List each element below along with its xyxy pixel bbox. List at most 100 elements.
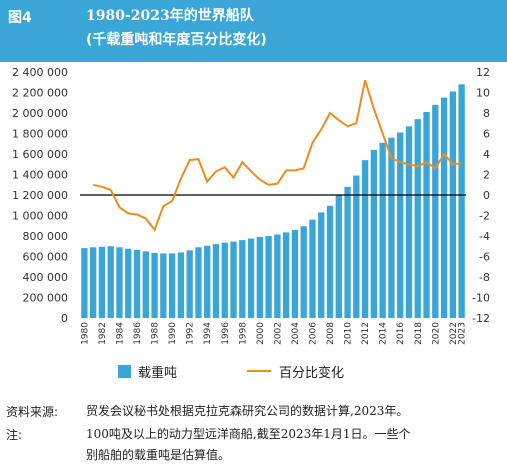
chart-subtitle: (千载重吨和年度百分比变化) [86, 32, 267, 48]
bar-2019 [423, 111, 430, 318]
bar-1988 [151, 252, 158, 318]
right-axis-ticks: -12 -10 -8 -6 -4 -2 0 2 4 6 8 10 12 [472, 66, 490, 325]
bar-2006 [309, 219, 316, 318]
x-tick-label: 1996 [221, 322, 231, 345]
x-tick-label: 2016 [396, 322, 406, 345]
bar-2015 [388, 137, 395, 318]
left-tick-label: 200 000 [23, 292, 69, 305]
right-tick-label: 6 [483, 128, 490, 141]
bar-2005 [300, 226, 307, 318]
bar-1982 [98, 246, 106, 318]
bar-1981 [90, 247, 97, 318]
right-tick-label: 8 [483, 107, 490, 120]
x-tick-label: 2000 [256, 322, 266, 345]
right-tick-label: -6 [479, 251, 490, 264]
bar-2013 [370, 149, 378, 318]
bar-1997 [230, 241, 237, 318]
bar-1984 [116, 247, 123, 318]
right-tick-label: -12 [472, 312, 490, 325]
left-tick-label: 0 [61, 312, 68, 325]
x-tick-label: 2023 [458, 322, 468, 345]
bar-2020 [432, 104, 439, 318]
bar-2009 [335, 195, 342, 318]
bar-2022 [449, 91, 456, 318]
x-tick-label: 2004 [291, 322, 301, 345]
right-tick-label: 4 [483, 148, 490, 161]
bar-2002 [274, 234, 281, 318]
bar-1983 [107, 246, 114, 318]
bar-1991 [177, 252, 185, 318]
chart-title: 1980-2023年的世界船队 [86, 8, 254, 24]
right-tick-label: 0 [483, 189, 490, 202]
left-axis-ticks: 0 200 000 400 000 600 000 800 000 1 000 000 1 … [12, 66, 68, 325]
x-tick-label: 2008 [326, 322, 336, 345]
x-tick-label: 2022 [449, 322, 459, 345]
bar-2010 [344, 186, 351, 318]
bar-1995 [212, 244, 220, 318]
x-tick-label: 2002 [273, 322, 283, 345]
source-label: 资料来源: [6, 405, 59, 419]
x-tick-label: 1992 [186, 322, 196, 345]
bar-2016 [397, 132, 404, 318]
x-tick-label: 1984 [115, 322, 125, 345]
bar-1980 [81, 248, 88, 318]
x-tick-label: 2014 [379, 322, 389, 345]
bar-2004 [291, 229, 299, 318]
right-tick-label: -2 [479, 210, 490, 223]
note-line-2: 别船舶的载重吨是估算值。 [86, 448, 231, 462]
left-tick-label: 400 000 [23, 271, 69, 284]
x-tick-label: 2010 [344, 322, 354, 345]
figure-number: 图4 [8, 10, 32, 26]
bar-1986 [133, 249, 141, 318]
x-tick-label: 2006 [308, 322, 318, 345]
bar-1987 [142, 251, 149, 318]
bar-2021 [440, 97, 448, 318]
x-axis-ticks: 1980 1982 1984 1986 1988 1990 1992 1994 1996 1998… [80, 322, 467, 345]
x-tick-label: 2020 [431, 322, 441, 345]
left-tick-label: 2 400 000 [12, 66, 68, 79]
bar-1990 [168, 253, 176, 318]
x-tick-label: 1994 [203, 322, 213, 345]
legend-label-tonnage: 载重吨 [138, 365, 177, 381]
right-tick-label: -8 [479, 271, 490, 284]
x-tick-label: 1990 [168, 322, 178, 345]
left-tick-label: 1 600 000 [12, 148, 68, 161]
bar-2023 [458, 84, 465, 318]
left-tick-label: 1 200 000 [12, 189, 68, 202]
bar-2011 [353, 175, 360, 318]
bar-1993 [195, 247, 202, 318]
x-tick-label: 1982 [98, 322, 108, 345]
note-line-1: 100吨及以上的动力型远洋商船,截至2023年1月1日。一些个 [86, 427, 411, 441]
bar-2014 [379, 142, 386, 318]
bar-1998 [239, 240, 246, 318]
right-tick-label: 12 [476, 66, 490, 79]
bar-1994 [204, 245, 211, 318]
right-tick-label: 10 [476, 87, 490, 100]
right-tick-label: -10 [472, 292, 490, 305]
note-label: 注: [6, 428, 23, 442]
bar-1985 [125, 248, 132, 318]
bar-2017 [405, 126, 413, 318]
bar-1999 [247, 238, 255, 318]
bar-2000 [256, 237, 263, 318]
x-tick-label: 1986 [133, 322, 143, 345]
bar-2007 [318, 212, 325, 318]
source-text: 贸发会议秘书处根据克拉克森研究公司的数据计算,2023年。 [86, 404, 409, 418]
left-tick-label: 1 800 000 [12, 128, 68, 141]
left-tick-label: 800 000 [23, 230, 69, 243]
right-tick-label: 2 [483, 169, 490, 182]
legend-swatch-tonnage [118, 365, 131, 378]
left-tick-label: 600 000 [23, 251, 69, 264]
tonnage-bars [81, 84, 465, 319]
bar-2001 [265, 236, 272, 318]
legend: 载重吨 百分比变化 [118, 365, 344, 381]
bar-1989 [160, 253, 167, 318]
percent-change-line [92, 79, 462, 232]
bar-2003 [283, 232, 290, 318]
bar-2018 [414, 119, 421, 319]
x-tick-label: 1998 [238, 322, 248, 345]
left-tick-label: 1 000 000 [12, 210, 68, 223]
chart-header: 图4 1980-2023年的世界船队 (千载重吨和年度百分比变化) [0, 0, 507, 62]
bar-1992 [186, 250, 193, 318]
